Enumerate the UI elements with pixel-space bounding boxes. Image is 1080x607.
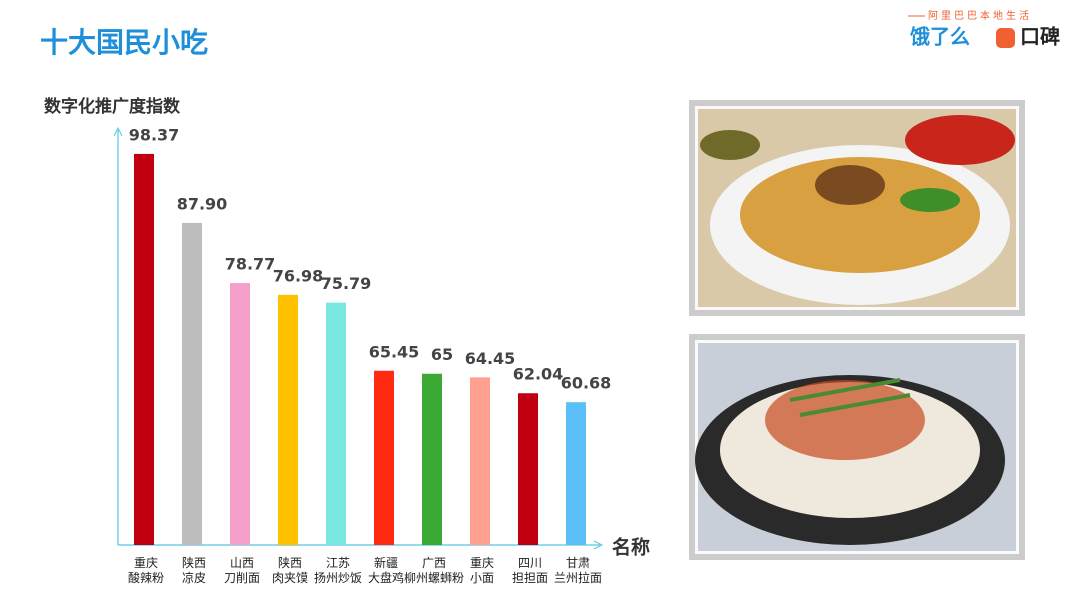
bar: [566, 402, 586, 545]
x-tick-label: 重庆 小面: [469, 556, 494, 585]
brand-koubei: 口碑: [1020, 25, 1060, 49]
value-label: 64.45: [465, 349, 516, 368]
chart-title: 十大国民小吃: [40, 26, 208, 59]
x-tick-label: 陕西 凉皮: [181, 556, 206, 585]
y-axis-label: 数字化推广度指数: [44, 96, 181, 117]
value-label: 62.04: [513, 365, 564, 384]
value-label: 65.45: [369, 342, 420, 361]
x-tick-label: 山西 刀削面: [223, 556, 260, 585]
x-tick-label: 甘肃 兰州拉面: [553, 556, 602, 585]
x-tick-label: 陕西 肉夹馍: [271, 556, 308, 585]
brand-eleme: 饿了么: [909, 25, 970, 49]
bar: [278, 294, 298, 545]
x-tick-label: 新疆 大盘鸡: [367, 556, 404, 585]
bar: [470, 377, 490, 545]
value-label: 65: [431, 345, 453, 364]
x-tick-label: 四川 担担面: [511, 556, 548, 585]
bar: [134, 153, 154, 545]
axis-arrows: [113, 126, 604, 550]
photo-noodles: [689, 100, 1025, 316]
bar: [230, 283, 250, 545]
x-axis-label: 名称: [612, 536, 650, 559]
value-label: 98.37: [129, 125, 180, 144]
value-label: 75.79: [321, 274, 372, 293]
x-tick-label: 重庆 酸辣粉: [127, 556, 164, 585]
koubei-icon: [996, 28, 1015, 48]
bar: [374, 370, 394, 545]
value-label: 78.77: [225, 255, 276, 274]
bar: [422, 373, 442, 545]
bar: [326, 302, 346, 545]
value-label: 76.98: [273, 266, 324, 285]
value-label: 60.68: [561, 374, 612, 393]
bar: [182, 222, 202, 545]
value-label: 87.90: [177, 194, 228, 213]
bar: [518, 393, 538, 545]
x-tick-label: 江苏 扬州炒饭: [313, 556, 362, 585]
x-tick-label: 广西 柳州螺蛳粉: [403, 556, 464, 585]
tagline: 阿里巴巴本地生活: [928, 9, 1032, 22]
photo-liangpi: [689, 334, 1025, 560]
